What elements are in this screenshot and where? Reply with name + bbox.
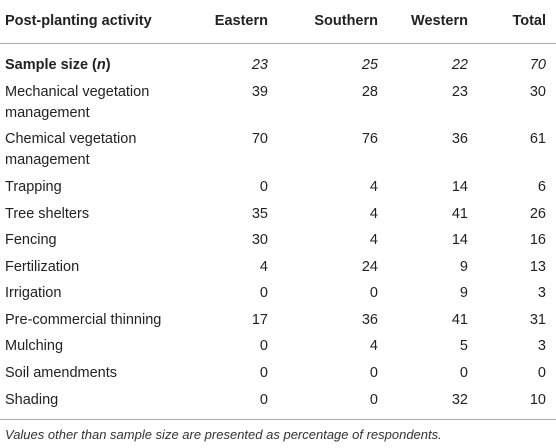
table-cell-eastern: 0 bbox=[259, 365, 268, 381]
table-cell-western: 14 bbox=[451, 232, 468, 248]
table-row-label: Fencing bbox=[5, 232, 57, 248]
table-cell-southern: 76 bbox=[361, 131, 378, 147]
table-cell-eastern: 0 bbox=[259, 338, 268, 354]
table-row-label: Irrigation bbox=[5, 285, 62, 301]
header-activity: Post-planting activity bbox=[5, 13, 152, 29]
table-row-label: Tree shelters bbox=[5, 206, 90, 222]
table-cell-western: 23 bbox=[451, 84, 468, 100]
table-row-label: Mulching bbox=[5, 338, 64, 354]
table-cell-total: 3 bbox=[537, 338, 546, 354]
table-cell-total: 10 bbox=[529, 392, 546, 408]
sample-size-label: Sample size (n) bbox=[5, 55, 205, 76]
header-rule bbox=[0, 43, 556, 44]
table-cell-total: 13 bbox=[529, 259, 546, 275]
header-total: Total bbox=[512, 13, 546, 29]
table-cell-eastern: 70 bbox=[251, 131, 268, 147]
table-cell-western: 5 bbox=[459, 338, 468, 354]
table-cell-western: 9 bbox=[459, 259, 468, 275]
sample-size-label-n: n bbox=[96, 57, 106, 73]
table-cell-western: 41 bbox=[451, 206, 468, 222]
header-western: Western bbox=[411, 13, 468, 29]
table-cell-southern: 0 bbox=[369, 392, 378, 408]
table-cell-eastern: 30 bbox=[251, 232, 268, 248]
table-cell-western: 41 bbox=[451, 312, 468, 328]
table-cell-western: 14 bbox=[451, 179, 468, 195]
table-row-label: Pre-commercial thinning bbox=[5, 312, 162, 328]
table-cell-southern: 4 bbox=[369, 232, 378, 248]
sample-size-southern: 25 bbox=[361, 57, 378, 73]
table-cell-eastern: 0 bbox=[259, 392, 268, 408]
table-cell-eastern: 35 bbox=[251, 206, 268, 222]
table-row-label: Soil amendments bbox=[5, 365, 118, 381]
header-eastern: Eastern bbox=[214, 13, 268, 29]
table-cell-eastern: 39 bbox=[251, 84, 268, 100]
table-cell-total: 26 bbox=[529, 206, 546, 222]
table-cell-eastern: 0 bbox=[259, 179, 268, 195]
table-cell-southern: 36 bbox=[361, 312, 378, 328]
table-cell-total: 16 bbox=[529, 232, 546, 248]
table-cell-southern: 24 bbox=[361, 259, 378, 275]
table-cell-western: 9 bbox=[459, 285, 468, 301]
table-cell-total: 31 bbox=[529, 312, 546, 328]
table-cell-southern: 4 bbox=[369, 179, 378, 195]
sample-size-total: 70 bbox=[529, 57, 546, 73]
table-cell-total: 30 bbox=[529, 84, 546, 100]
header-southern: Southern bbox=[314, 13, 378, 29]
table-cell-southern: 0 bbox=[369, 285, 378, 301]
table-row-label: Shading bbox=[5, 392, 59, 408]
table-cell-southern: 28 bbox=[361, 84, 378, 100]
bottom-rule bbox=[0, 419, 556, 420]
table-cell-eastern: 4 bbox=[259, 259, 268, 275]
table-cell-western: 0 bbox=[459, 365, 468, 381]
sample-size-label-close: ) bbox=[105, 57, 111, 73]
table-cell-total: 61 bbox=[529, 131, 546, 147]
table-cell-total: 3 bbox=[537, 285, 546, 301]
table-row-label: Chemical vegetation management bbox=[5, 131, 137, 168]
table-cell-total: 0 bbox=[537, 365, 546, 381]
table-cell-western: 32 bbox=[451, 392, 468, 408]
sample-size-eastern: 23 bbox=[251, 57, 268, 73]
table-row-label: Trapping bbox=[5, 179, 62, 195]
table-cell-eastern: 17 bbox=[251, 312, 268, 328]
sample-size-western: 22 bbox=[451, 57, 468, 73]
table-footnote: Values other than sample size are presen… bbox=[5, 427, 442, 442]
table-cell-western: 36 bbox=[451, 131, 468, 147]
table-cell-eastern: 0 bbox=[259, 285, 268, 301]
table-cell-southern: 4 bbox=[369, 206, 378, 222]
table-cell-total: 6 bbox=[537, 179, 546, 195]
table-cell-southern: 0 bbox=[369, 365, 378, 381]
table-cell-southern: 4 bbox=[369, 338, 378, 354]
sample-size-label-main: Sample size ( bbox=[5, 57, 97, 73]
table-row-label: Mechanical vegetation management bbox=[5, 84, 150, 121]
table-row-label: Fertilization bbox=[5, 259, 80, 275]
